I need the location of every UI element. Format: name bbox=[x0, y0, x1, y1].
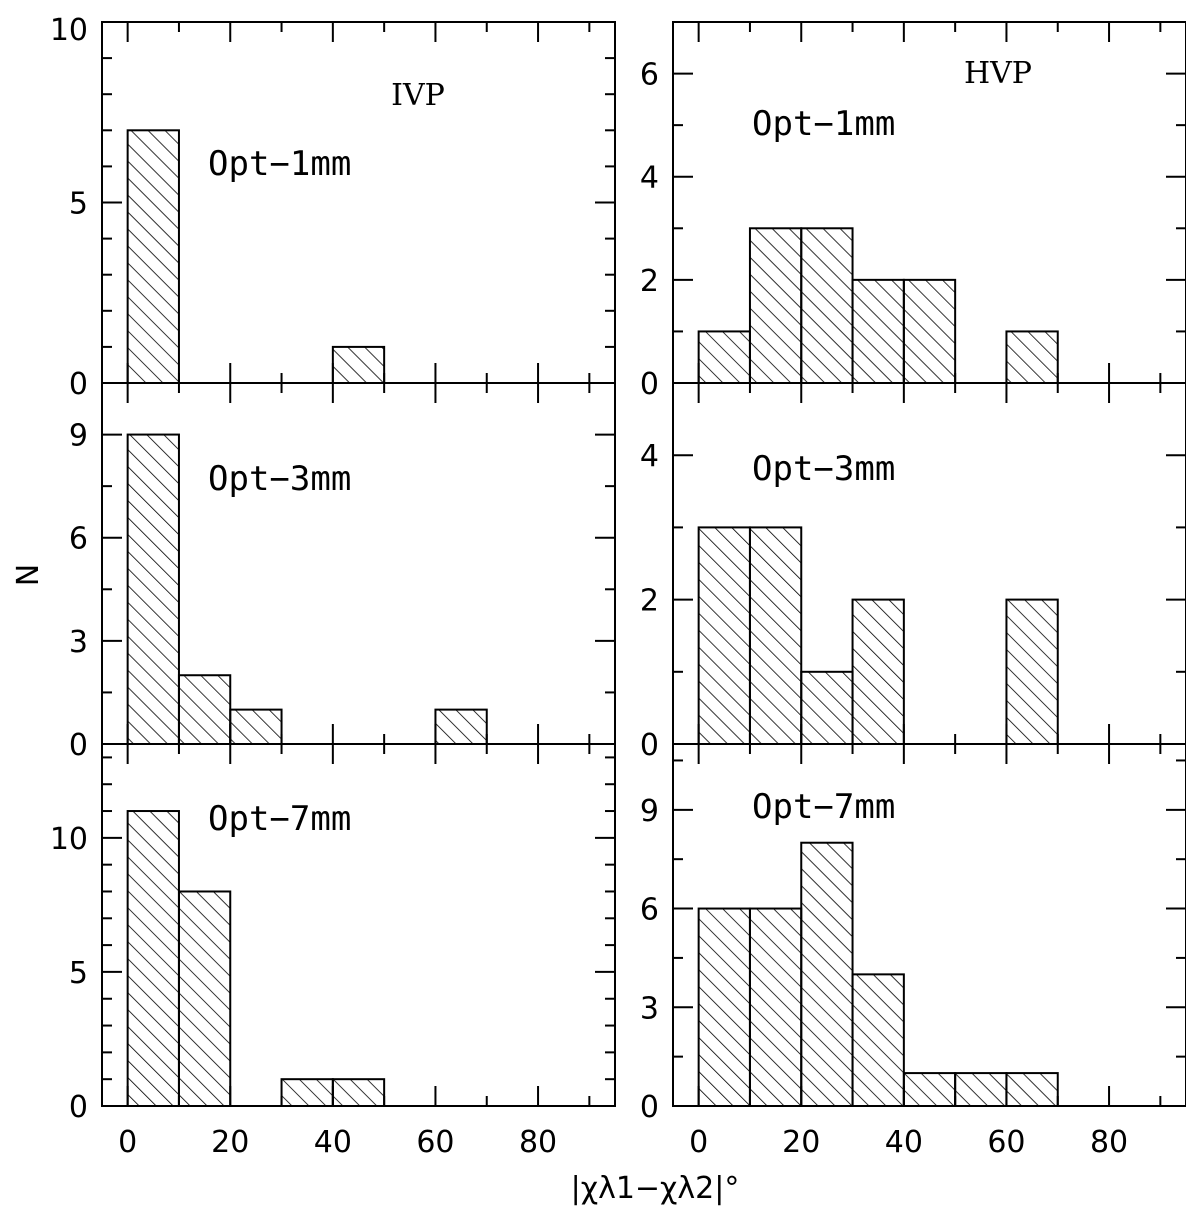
panel-5-bar-3 bbox=[280, 1078, 334, 1107]
panel-5-xtick-label: 0 bbox=[118, 1125, 137, 1160]
panel-3-ytick-label: 6 bbox=[69, 522, 88, 557]
panel-3-title: Opt−3mm bbox=[208, 459, 351, 499]
panel-2-title: Opt−1mm bbox=[752, 104, 895, 144]
panels-group: 0 5 10 Opt−1mm IVP 0 2 4 6 Opt−1mm HVP 0 3 6 9 Opt−3mm 0… bbox=[50, 13, 1186, 1160]
panel-6-bar-5 bbox=[954, 1072, 1008, 1108]
panel-3-bar-1 bbox=[177, 674, 232, 745]
panel-6-title: Opt−7mm bbox=[752, 787, 895, 827]
panel-2-ytick-label: 0 bbox=[640, 367, 659, 402]
panel-5-xtick-label: 20 bbox=[211, 1125, 249, 1160]
panel-5-bar-1 bbox=[177, 890, 232, 1108]
panel-2-group-label: HVP bbox=[964, 56, 1032, 91]
panel-3-bar-0 bbox=[126, 433, 180, 745]
panel-1-bar-0 bbox=[126, 129, 180, 384]
panel-4-bar-1 bbox=[748, 526, 803, 746]
panel-1-title: Opt−1mm bbox=[208, 144, 351, 184]
panel-6-xtick-label: 20 bbox=[782, 1125, 820, 1160]
panel-6-bar-0 bbox=[697, 907, 751, 1108]
panel-4-bar-3 bbox=[851, 598, 905, 745]
panel-2-bar-4 bbox=[902, 278, 957, 385]
panel-5-ytick-label: 5 bbox=[69, 956, 88, 991]
panel-2-ytick-label: 4 bbox=[640, 161, 659, 196]
panel-5-bar-4 bbox=[331, 1078, 386, 1107]
panel-4-bar-2 bbox=[800, 670, 854, 745]
panel-6-ytick-label: 3 bbox=[640, 991, 659, 1026]
panel-6-ytick-label: 0 bbox=[640, 1090, 659, 1125]
panel-2-bar-0 bbox=[697, 330, 751, 384]
panel-6-bar-1 bbox=[748, 907, 803, 1108]
panel-4-bar-6 bbox=[1005, 598, 1059, 745]
panel-6-xtick-label: 40 bbox=[885, 1125, 923, 1160]
panel-6-xtick-label: 0 bbox=[689, 1125, 708, 1160]
panel-6-bar-4 bbox=[902, 1072, 957, 1108]
panel-5-xtick-label: 60 bbox=[416, 1125, 454, 1160]
panel-4-bar-0 bbox=[697, 526, 751, 746]
panel-3-bar-2 bbox=[229, 708, 283, 745]
panel-6-xtick-label: 60 bbox=[987, 1125, 1025, 1160]
panel-6-ytick-label: 6 bbox=[640, 893, 659, 928]
panel-3-bar-6 bbox=[434, 708, 488, 745]
panel-5-ytick-label: 10 bbox=[50, 822, 88, 857]
panel-5-ytick-label: 0 bbox=[69, 1090, 88, 1125]
panel-3-ytick-label: 3 bbox=[69, 625, 88, 660]
panel-5-xtick-label: 80 bbox=[519, 1125, 557, 1160]
panel-2-bar-6 bbox=[1005, 330, 1059, 384]
panel-2-bar-3 bbox=[851, 278, 905, 385]
panel-3-ytick-label: 9 bbox=[69, 419, 88, 454]
panel-5-bar-0 bbox=[126, 810, 180, 1107]
panel-6-bar-6 bbox=[1005, 1072, 1059, 1108]
panel-6-bar-3 bbox=[851, 973, 905, 1108]
panel-5-title: Opt−7mm bbox=[208, 799, 351, 839]
panel-4-ytick-label: 4 bbox=[640, 439, 659, 474]
panel-4-ytick-label: 0 bbox=[640, 728, 659, 763]
panel-2-ytick-label: 6 bbox=[640, 58, 659, 93]
x-axis-label: |χλ1−χλ2|° bbox=[571, 1171, 740, 1206]
panel-1-ytick-label: 0 bbox=[69, 367, 88, 402]
panel-1-ytick-label: 5 bbox=[69, 187, 88, 222]
panel-3-ytick-label: 0 bbox=[69, 728, 88, 763]
panel-6-ytick-label: 9 bbox=[640, 794, 659, 829]
panel-1-ytick-label: 10 bbox=[50, 13, 88, 48]
panel-4-title: Opt−3mm bbox=[752, 449, 895, 489]
panel-2-ytick-label: 2 bbox=[640, 264, 659, 299]
panel-6-xtick-label: 80 bbox=[1090, 1125, 1128, 1160]
panel-2-bar-2 bbox=[800, 227, 854, 384]
panel-1-group-label: IVP bbox=[391, 78, 445, 113]
panel-4-ytick-label: 2 bbox=[640, 584, 659, 619]
panel-1-bar-4 bbox=[331, 345, 386, 384]
panel-5-xtick-label: 40 bbox=[314, 1125, 352, 1160]
y-axis-label: N bbox=[11, 564, 46, 586]
panel-2-bar-1 bbox=[748, 227, 803, 384]
panel-6-bar-2 bbox=[800, 841, 854, 1108]
